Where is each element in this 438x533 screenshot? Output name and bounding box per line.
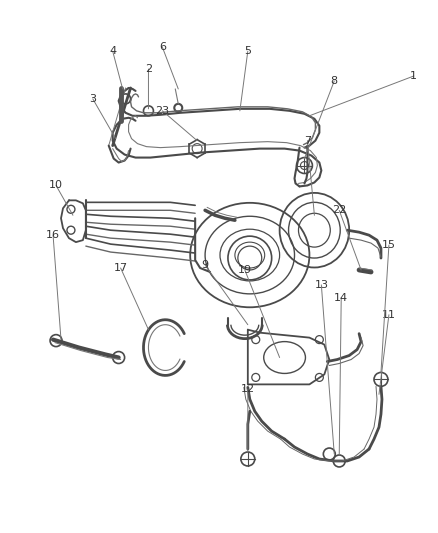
Text: 7: 7 xyxy=(304,136,311,146)
Text: 15: 15 xyxy=(382,240,396,250)
Text: 9: 9 xyxy=(201,260,208,270)
Text: 10: 10 xyxy=(49,181,63,190)
Text: 6: 6 xyxy=(159,42,166,52)
Text: 14: 14 xyxy=(334,293,348,303)
Text: 22: 22 xyxy=(332,205,346,215)
Text: 5: 5 xyxy=(244,46,251,56)
Text: 4: 4 xyxy=(109,46,116,56)
Text: 19: 19 xyxy=(238,265,252,275)
Text: 11: 11 xyxy=(382,310,396,320)
Text: 12: 12 xyxy=(241,384,255,394)
Text: 16: 16 xyxy=(46,230,60,240)
Text: 1: 1 xyxy=(410,71,417,81)
Text: 8: 8 xyxy=(331,76,338,86)
Text: 2: 2 xyxy=(145,64,152,74)
Text: 3: 3 xyxy=(89,94,96,104)
Text: 23: 23 xyxy=(155,106,170,116)
Text: 13: 13 xyxy=(314,280,328,290)
Text: 17: 17 xyxy=(113,263,128,273)
